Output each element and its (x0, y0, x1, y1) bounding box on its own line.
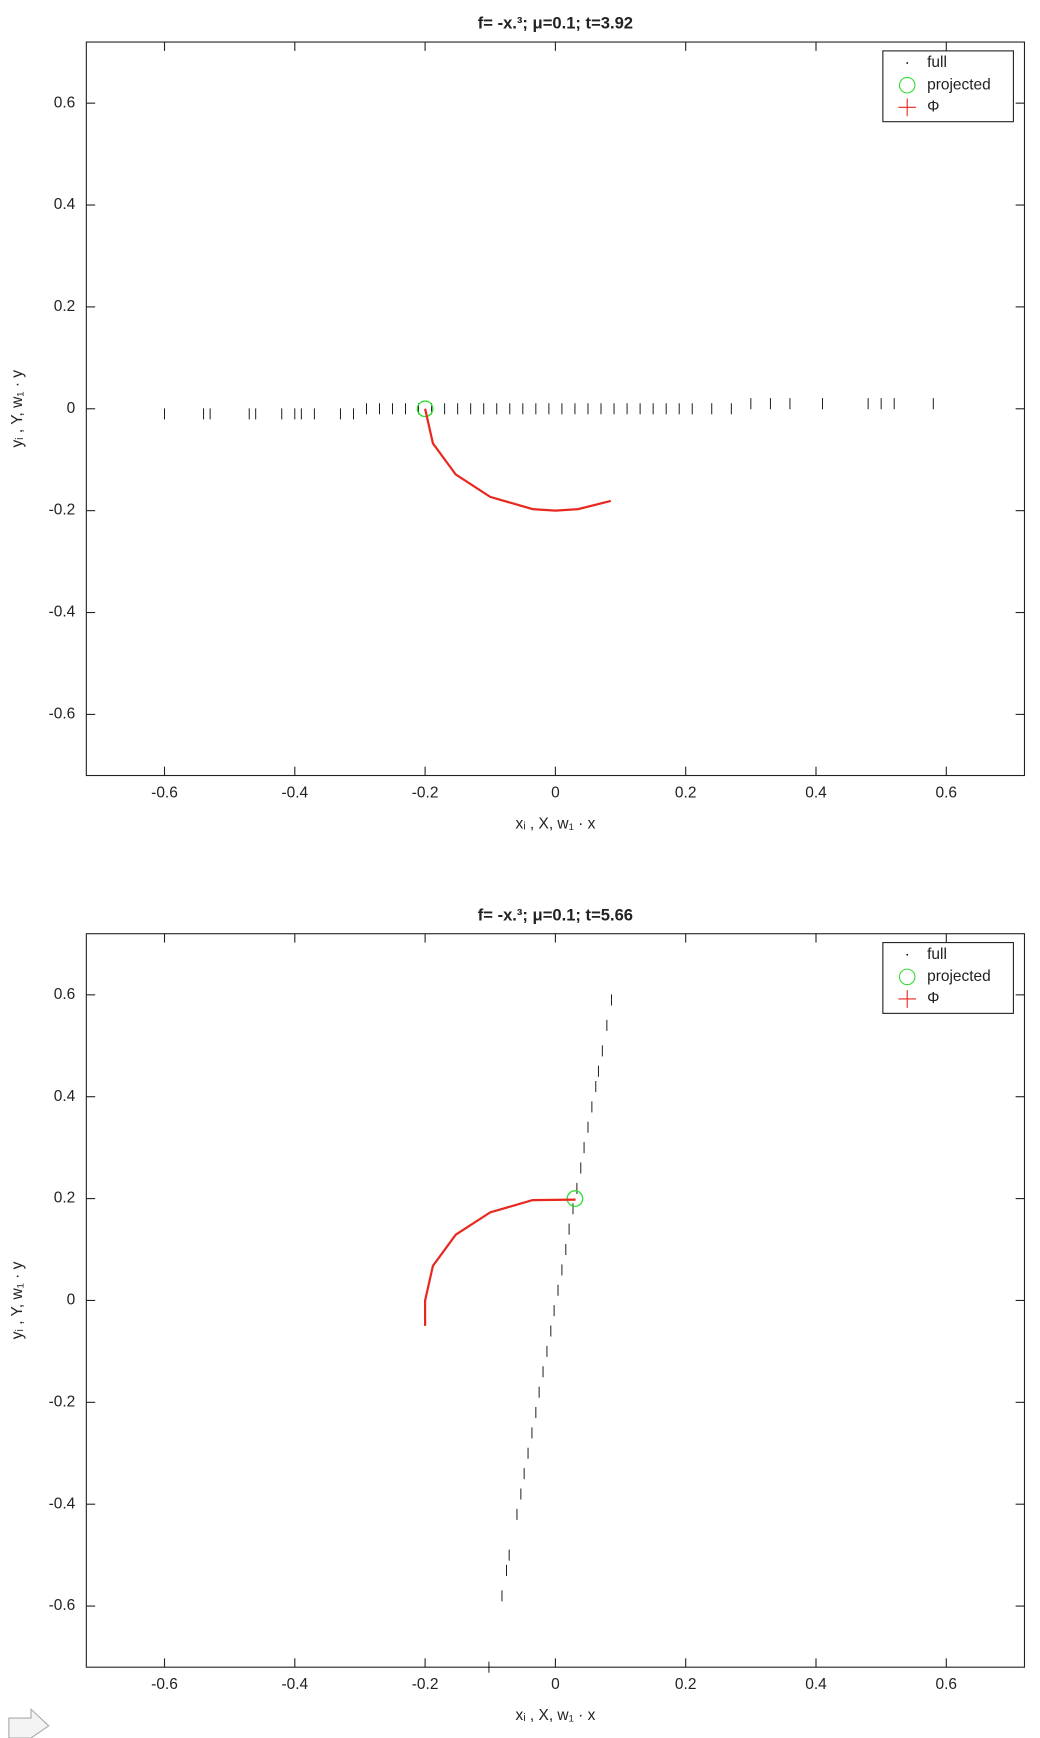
x-tick-label: -0.2 (412, 1676, 439, 1693)
page-arrow-icon (8, 1707, 50, 1738)
x-tick-label: 0 (551, 784, 560, 801)
x-tick-label: 0.2 (675, 1676, 697, 1693)
x-tick-label: 0.4 (805, 1676, 827, 1693)
y-tick-label: 0 (67, 400, 76, 417)
x-axis-label: xᵢ , X, w₁ · x (515, 815, 595, 832)
chart-title: f= -x.³; μ=0.1; t=3.92 (478, 14, 633, 33)
series-line (423, 1198, 576, 1326)
y-tick-label: 0.4 (54, 1088, 76, 1105)
y-tick-label: 0 (67, 1292, 76, 1309)
y-tick-label: -0.6 (49, 1597, 76, 1614)
legend-marker (906, 62, 909, 64)
x-tick-label: -0.4 (281, 1676, 308, 1693)
x-tick-label: 0.6 (936, 1676, 958, 1693)
y-tick-label: -0.4 (49, 1495, 76, 1512)
x-tick-label: 0.6 (936, 784, 958, 801)
y-tick-label: -0.2 (49, 1393, 76, 1410)
chart: f= -x.³; μ=0.1; t=5.66 xᵢ , X, w₁ · x yᵢ ,… (9, 905, 1026, 1724)
plot-area (85, 41, 1026, 777)
legend-label: Φ (927, 990, 939, 1007)
x-tick-label: -0.2 (412, 784, 439, 801)
series-line (424, 408, 612, 512)
y-tick-label: -0.4 (49, 604, 76, 621)
y-tick-label: 0.2 (54, 1190, 76, 1207)
legend-marker (906, 953, 909, 956)
x-axis-label: xᵢ , X, w₁ · x (515, 1707, 595, 1724)
y-axis-label: yᵢ , Y, w₁ · y (9, 1261, 26, 1339)
legend-label: full (927, 54, 947, 71)
y-tick-label: -0.2 (49, 502, 76, 519)
chart-title: f= -x.³; μ=0.1; t=5.66 (478, 905, 633, 924)
x-tick-label: -0.6 (151, 784, 178, 801)
y-tick-label: 0.6 (54, 986, 76, 1003)
chart: f= -x.³; μ=0.1; t=3.92 xᵢ , X, w₁ · x yᵢ ,… (9, 14, 1026, 832)
projected-point (416, 400, 434, 418)
y-tick-label: 0.2 (54, 298, 76, 315)
y-axis-label: yᵢ , Y, w₁ · y (9, 370, 26, 448)
legend-marker (898, 968, 916, 986)
legend-marker (898, 76, 916, 94)
legend-label: projected (927, 76, 991, 93)
x-tick-label: -0.4 (281, 784, 308, 801)
legend-box (882, 50, 1014, 123)
projected-point (566, 1190, 584, 1207)
legend-box (882, 942, 1014, 1014)
x-tick-label: 0.4 (805, 784, 827, 801)
x-tick-label: -0.6 (151, 1676, 178, 1693)
legend-label: full (927, 946, 947, 963)
legend-label: Φ (927, 98, 939, 115)
plot-area (85, 933, 1026, 1668)
y-tick-label: 0.4 (54, 196, 76, 213)
legend-label: projected (927, 968, 991, 985)
y-tick-label: 0.6 (54, 94, 76, 111)
y-tick-label: -0.6 (49, 705, 76, 722)
x-tick-label: 0.2 (675, 784, 697, 801)
x-tick-label: 0 (551, 1676, 560, 1693)
